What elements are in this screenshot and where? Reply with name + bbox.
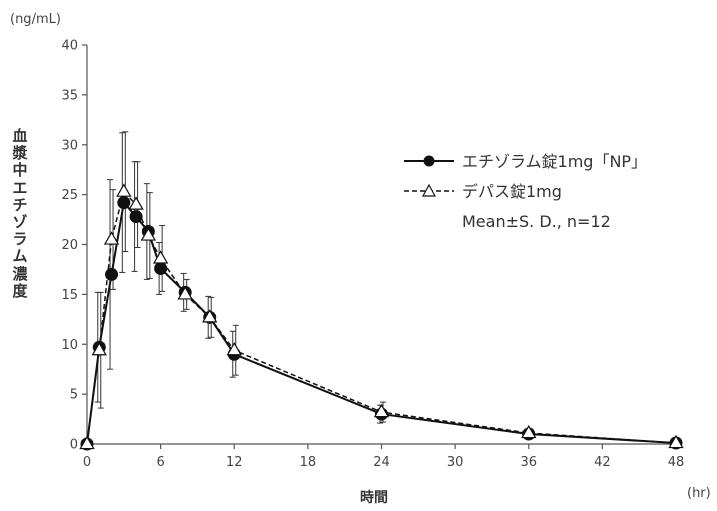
data-point-series-1 bbox=[154, 261, 168, 275]
data-point-series-2 bbox=[226, 342, 242, 356]
data-point-series-2 bbox=[128, 196, 144, 210]
legend-note: Mean±S. D., n=12 bbox=[462, 212, 611, 231]
data-point-series-2 bbox=[116, 183, 132, 197]
y-tick-label: 40 bbox=[61, 39, 78, 54]
data-point-series-2 bbox=[177, 286, 193, 300]
data-point-series-1 bbox=[105, 267, 119, 281]
ticks: 0 5 10 15 20 25 30 35 40 0 6 12 18 24 30 36 42 48 bbox=[61, 39, 684, 471]
x-unit-label: (hr) bbox=[687, 486, 711, 501]
y-tick-label: 15 bbox=[61, 288, 78, 303]
data-point-series-2 bbox=[373, 403, 390, 418]
legend-label-series-2: デパス錠1mg bbox=[462, 182, 562, 201]
data-point-series-2 bbox=[140, 227, 157, 241]
data-point-series-1 bbox=[117, 196, 131, 210]
data-point-series-2 bbox=[103, 231, 120, 245]
y-unit-label: (ng/mL) bbox=[10, 12, 61, 27]
data-point-series-2 bbox=[79, 435, 95, 450]
data-point-series-2 bbox=[202, 309, 218, 323]
x-tick-label: 18 bbox=[300, 455, 317, 470]
x-tick-label: 36 bbox=[520, 455, 537, 470]
x-tick-label: 6 bbox=[156, 455, 164, 470]
y-tick-label: 20 bbox=[61, 238, 78, 253]
data-point-series-1 bbox=[129, 210, 143, 224]
data-point-series-2 bbox=[152, 250, 169, 264]
legend: エチゾラム錠1mg「NP」 デパス錠1mg Mean±S. D., n=12 bbox=[404, 152, 647, 231]
data-point-series-2 bbox=[668, 434, 684, 449]
y-tick-label: 35 bbox=[61, 88, 78, 103]
axes bbox=[86, 45, 676, 445]
x-tick-label: 24 bbox=[373, 455, 390, 470]
y-axis-label: 血漿中エチゾラム濃度 bbox=[12, 127, 28, 300]
data-point-series-2 bbox=[521, 424, 537, 439]
legend-marker-series-1 bbox=[423, 155, 435, 167]
y-tick-label: 25 bbox=[61, 188, 78, 203]
y-tick-label: 30 bbox=[61, 138, 78, 153]
data-markers bbox=[79, 183, 684, 451]
x-axis-label: 時間 bbox=[360, 489, 388, 506]
x-tick-label: 48 bbox=[668, 455, 685, 470]
y-tick-label: 5 bbox=[70, 388, 78, 403]
data-point-series-2 bbox=[91, 342, 107, 356]
y-tick-label: 10 bbox=[61, 338, 78, 353]
legend-marker-series-2 bbox=[421, 183, 437, 197]
x-tick-label: 0 bbox=[83, 455, 91, 470]
x-tick-label: 42 bbox=[594, 455, 611, 470]
legend-label-series-1: エチゾラム錠1mg「NP」 bbox=[462, 152, 647, 171]
x-tick-label: 30 bbox=[447, 455, 464, 470]
x-tick-label: 12 bbox=[226, 455, 243, 470]
y-tick-label: 0 bbox=[70, 438, 78, 453]
